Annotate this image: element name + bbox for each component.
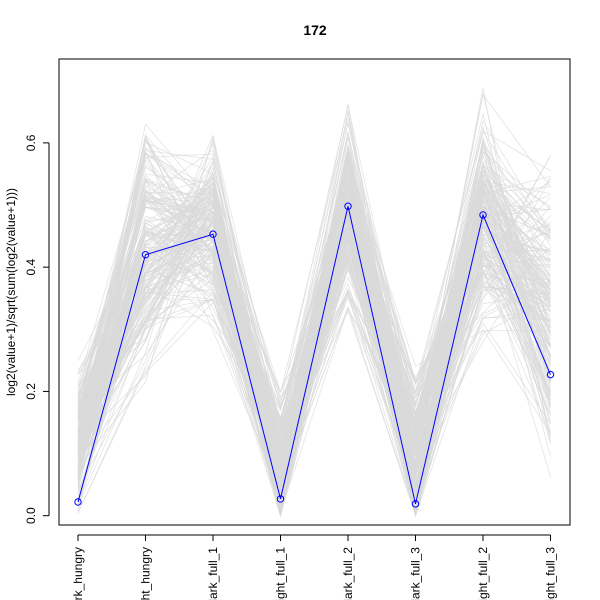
highlighted-series bbox=[74, 202, 555, 508]
x-tick-label: dark_full_3 bbox=[409, 547, 423, 600]
x-tick-label: dark_full_2 bbox=[341, 547, 355, 600]
background-profile-line bbox=[77, 204, 551, 516]
x-tick-label: light_full_3 bbox=[544, 547, 558, 600]
data-point bbox=[411, 500, 420, 508]
background-profile-line bbox=[77, 175, 551, 498]
y-tick-label: 0.4 bbox=[24, 258, 38, 275]
y-axis-label: log2(value+1)/sqrt(sum(log2(value+1))) bbox=[4, 188, 18, 396]
series-line bbox=[77, 206, 551, 504]
background-profile-line bbox=[77, 238, 551, 452]
plot-frame bbox=[58, 58, 571, 526]
background-profile-line bbox=[77, 117, 551, 441]
data-point bbox=[344, 202, 352, 210]
background-profile-line bbox=[77, 241, 551, 475]
data-point bbox=[74, 498, 82, 506]
data-point bbox=[141, 251, 150, 259]
background-profiles bbox=[77, 87, 551, 518]
chart-title: 172 bbox=[303, 22, 327, 38]
data-point bbox=[479, 211, 487, 219]
x-tick-label: ght_hungry bbox=[139, 547, 153, 600]
data-point bbox=[276, 495, 285, 503]
background-profile-line bbox=[77, 150, 551, 460]
background-profile-line bbox=[77, 130, 551, 476]
background-profile-line bbox=[77, 169, 551, 504]
y-tick-label: 0.2 bbox=[24, 383, 38, 400]
background-profile-line bbox=[77, 200, 551, 470]
x-tick-label: ark_hungry bbox=[71, 547, 85, 600]
y-axis: 0.0 0.2 0.4 0.6 bbox=[24, 134, 50, 524]
data-point bbox=[546, 370, 555, 379]
x-tick-label: light_full_2 bbox=[476, 547, 490, 600]
x-tick-label: dark_full_1 bbox=[206, 547, 220, 600]
y-tick-label: 0.6 bbox=[24, 134, 38, 151]
data-point bbox=[209, 230, 217, 238]
y-tick-label: 0.0 bbox=[24, 507, 38, 524]
x-tick-label: light_full_1 bbox=[274, 547, 288, 600]
x-axis: ark_hungry ght_hungry dark_full_1 light_ful… bbox=[71, 534, 558, 600]
background-profile-line bbox=[77, 153, 551, 510]
background-profile-line bbox=[77, 153, 551, 516]
